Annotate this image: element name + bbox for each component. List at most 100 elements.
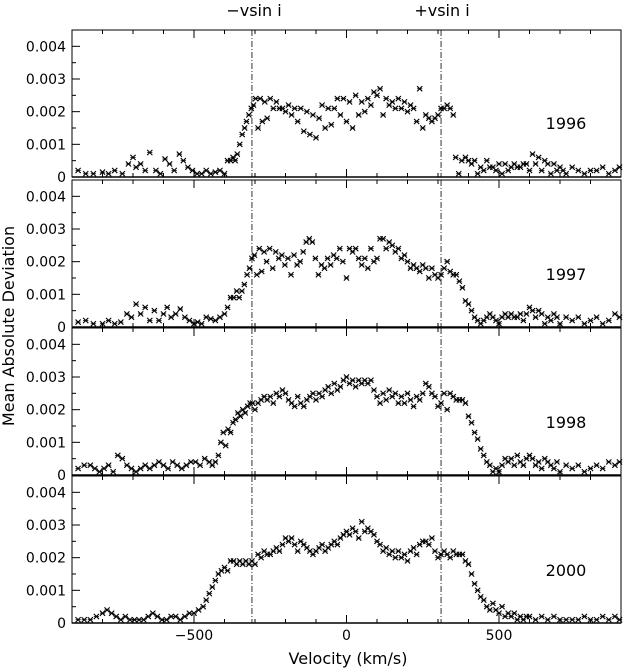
y-tick-label: 0 [57,170,66,186]
data-point [187,458,194,465]
data-point [291,403,298,410]
panel-frame [71,29,622,178]
data-point [569,317,576,324]
data-point [162,156,169,163]
panel-2000: 0 0.001 0.002 0.003 0.004 2000 [26,475,623,632]
data-point [133,164,140,171]
data-point [316,115,323,122]
y-tick-label: 0.001 [26,435,66,451]
data-point [128,465,135,472]
y-tick-label: 0 [57,616,66,632]
y-tick-label: 0.002 [26,255,66,271]
data-point [319,102,326,109]
data-point [284,255,291,262]
data-point [340,95,347,102]
data-point [303,108,310,115]
data-point [557,616,563,623]
data-point [450,111,457,118]
data-point [425,383,432,390]
data-point [253,271,260,278]
y-tick-label: 0 [57,468,66,484]
x-tick-label: −500 [175,628,213,644]
data-point [160,462,167,469]
data-point [605,458,612,465]
data-point [198,320,205,327]
data-point [563,314,570,321]
data-point [538,310,545,317]
data-point [270,400,277,407]
data-point [383,245,390,252]
y-tick-label: 0.003 [26,370,66,386]
data-point [444,258,451,265]
data-point [279,541,286,548]
y-tick-label: 0.003 [26,518,66,534]
data-point [599,465,606,472]
data-point [191,610,197,617]
data-point [236,294,243,301]
data-point [575,462,582,469]
data-point [616,164,623,171]
data-point [234,409,241,416]
data-point [547,170,554,177]
data-point [230,154,237,161]
data-point [416,396,423,403]
data-point [252,406,258,413]
data-point [261,98,268,105]
data-point [246,265,253,272]
data-point [255,125,262,131]
data-point [181,314,188,321]
data-point [343,374,350,380]
data-point [352,383,359,390]
data-point [474,436,481,443]
data-point [499,170,506,177]
data-point [270,105,277,112]
data-point [113,613,120,620]
data-point [242,409,249,416]
data-point [581,170,588,177]
data-point [547,317,554,324]
data-point [212,317,219,324]
data-point [81,462,88,469]
data-point [172,310,179,317]
data-point [480,597,487,604]
data-point [605,616,612,623]
data-point [575,616,582,623]
data-point [264,115,271,122]
data-point [328,121,335,128]
data-point [520,317,527,324]
data-point [358,261,365,268]
data-point [151,462,158,469]
data-point [526,613,533,620]
data-point [207,170,214,177]
data-point [383,95,390,102]
data-point [272,248,279,255]
data-point [550,613,557,620]
data-point [87,462,94,469]
data-point [389,98,396,105]
data-point [169,458,176,465]
data-point [263,258,270,265]
data-point [398,105,405,112]
data-point [538,167,545,174]
data-point [186,317,193,324]
data-point [392,554,399,561]
data-point [480,167,487,174]
data-point [256,245,263,252]
data-point [346,98,353,105]
data-point [455,170,462,177]
data-point [486,606,493,613]
y-tick-label: 0.002 [26,551,66,567]
data-point [581,320,588,327]
data-point [267,393,274,400]
data-point [278,252,285,259]
data-point [142,462,149,469]
data-point [288,535,295,542]
data-point [117,319,124,326]
data-point [486,462,493,469]
x-tick-label: 500 [486,628,513,644]
data-point [155,458,162,465]
minus-vsini-label: −vsin i [226,1,281,20]
data-point [282,108,289,115]
y-tick-label: 0.001 [26,287,66,303]
data-point [404,557,411,564]
